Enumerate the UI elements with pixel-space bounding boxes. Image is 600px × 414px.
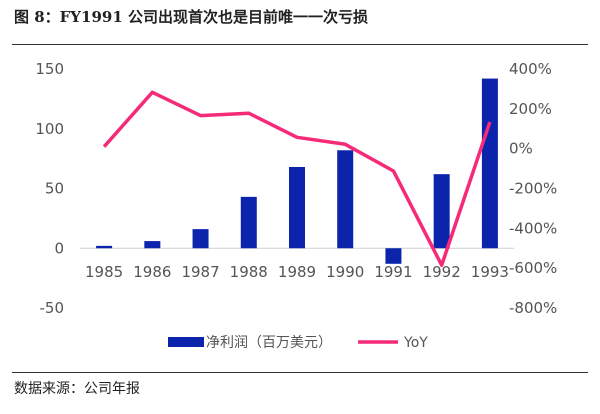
right-axis-tick: -400% [509,219,557,237]
left-axis-tick: 0 [54,239,64,257]
right-axis-tick: 400% [509,60,552,78]
left-axis-tick: -50 [40,299,65,317]
left-axis-tick: 50 [45,180,64,198]
x-axis-tick: 1993 [471,263,509,281]
data-source: 数据来源：公司年报 [14,381,140,397]
bar-1989 [289,166,305,249]
right-axis-tick: -800% [509,299,557,317]
x-axis-tick: 1988 [230,263,268,281]
right-axis-tick: -600% [509,259,557,277]
legend-label-net-income: 净利润（百万美元） [206,335,332,351]
bar-1991 [385,248,402,264]
bar-1986 [144,241,161,249]
bar-1988 [240,196,257,249]
x-axis-tick: 1990 [326,263,364,281]
right-axis-tick: -200% [509,180,557,198]
title-divider [12,44,588,45]
left-axis-tick: 100 [35,120,64,138]
figure-title: 图 8：FY1991 公司出现首次也是目前唯一一次亏损 [14,8,368,26]
bar-1993 [481,78,498,249]
x-axis-tick: 1989 [278,263,316,281]
source-divider [12,372,588,373]
bar-1990 [337,150,354,249]
x-axis-tick: 1991 [374,263,412,281]
legend-label-yoy: YoY [403,335,428,351]
x-axis-tick: 1985 [85,263,123,281]
bar-1992 [433,174,450,249]
legend-swatch-net-income [168,337,204,347]
right-axis-tick: 200% [509,100,552,118]
x-axis-tick: 1987 [181,263,219,281]
bar-1987 [192,229,209,249]
bar-1985 [96,245,113,249]
left-axis-tick: 150 [35,60,64,78]
right-axis-tick: 0% [509,140,533,158]
x-axis-tick: 1986 [133,263,171,281]
x-axis-tick: 1992 [423,263,461,281]
